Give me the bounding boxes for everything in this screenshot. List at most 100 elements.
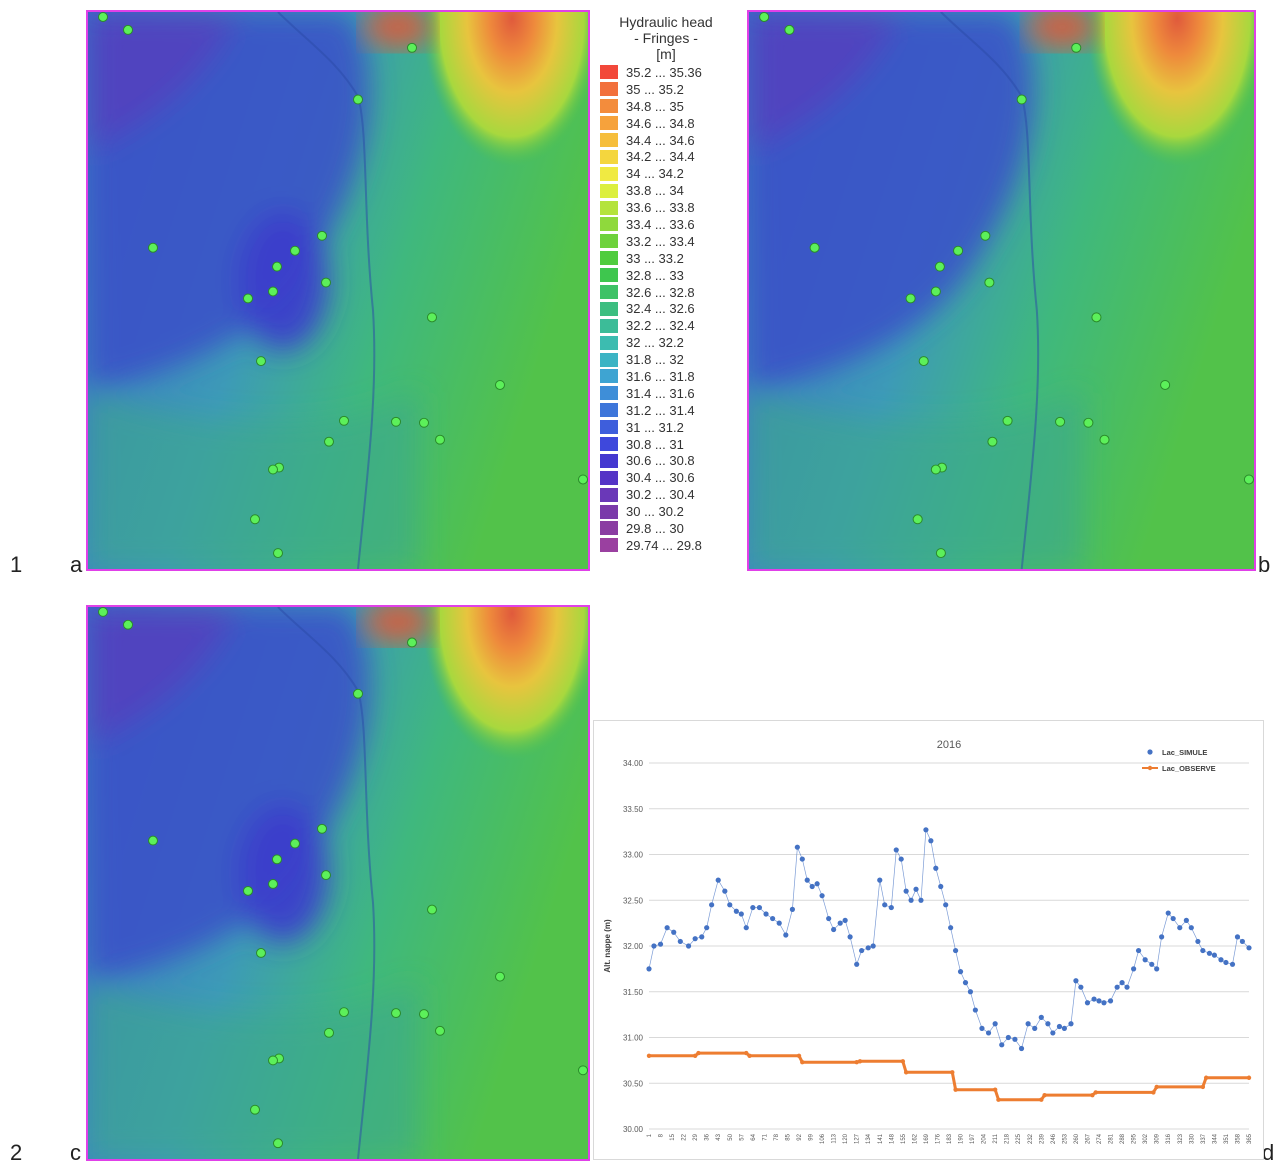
data-point-Lac_SIMULE (948, 925, 954, 931)
x-tick-label: 169 (924, 1133, 930, 1144)
panel-label-c: c (70, 1140, 81, 1165)
chart-panel-d: 2016 30.00 30.50 31.00 31.50 32.00 32.50 33.00 3… (593, 720, 1264, 1160)
x-tick-label: 351 (1224, 1133, 1230, 1144)
data-point-Lac_SIMULE (1135, 947, 1142, 954)
legend-label: 31.6 ... 31.8 (626, 368, 695, 384)
panel-label-a: a (70, 552, 83, 577)
data-point-Lac_SIMULE (783, 932, 789, 938)
observation-well-marker (250, 1104, 260, 1115)
observation-well-marker (1099, 434, 1110, 445)
data-point-Lac_SIMULE (1119, 980, 1125, 986)
legend-label: 30.8 ... 31 (626, 436, 684, 452)
data-point-Lac_SIMULE (992, 1021, 998, 1027)
data-point-Lac_SIMULE (972, 1007, 978, 1013)
x-tick-label: 120 (843, 1133, 849, 1144)
panel-label-b: b (1258, 552, 1271, 577)
data-point-Lac_SIMULE (651, 943, 657, 949)
data-point-Lac_SIMULE (819, 893, 825, 899)
observation-well-marker (435, 434, 445, 445)
map-fringe-layer (88, 607, 418, 1159)
legend-entry: 34.4 ... 34.6 (600, 132, 732, 149)
x-tick-label: 358 (1235, 1133, 1241, 1144)
observation-well-marker (1091, 312, 1102, 323)
x-tick-label: 113 (832, 1133, 838, 1143)
data-point-Lac_SIMULE (898, 856, 904, 862)
data-point-Lac_SIMULE (1073, 978, 1079, 984)
series-line-Lac_OBSERVE (649, 1051, 1249, 1102)
legend-entry: 34 ... 34.2 (600, 165, 732, 182)
data-point-Lac_SIMULE (1012, 1036, 1018, 1042)
observation-well-marker (935, 548, 946, 559)
legend-entry: 32.8 ... 33 (600, 267, 732, 284)
legend-label: 31.8 ... 32 (626, 352, 684, 368)
legend-label: 32.6 ... 32.8 (626, 284, 695, 300)
legend-label: 34 ... 34.2 (626, 166, 684, 182)
data-point-Lac_SIMULE (1223, 959, 1229, 966)
observation-well-marker (317, 230, 327, 241)
data-point-Lac_OBSERVE (744, 1050, 749, 1056)
data-point-Lac_SIMULE (756, 904, 763, 911)
legend-entry: 32 ... 32.2 (600, 334, 732, 351)
data-point-Lac_SIMULE (865, 945, 871, 951)
observation-well-marker (578, 1065, 588, 1076)
data-point-Lac_SIMULE (1229, 961, 1236, 967)
data-point-Lac_SIMULE (1234, 934, 1241, 940)
data-point-Lac_SIMULE (776, 920, 782, 926)
data-point-Lac_OBSERVE (996, 1097, 1001, 1102)
data-point-Lac_SIMULE (685, 943, 692, 949)
data-point-Lac_SIMULE (809, 883, 815, 890)
legend-label: 33 ... 33.2 (626, 250, 684, 266)
legend-label: 35.2 ... 35.36 (626, 64, 702, 80)
legend-entry: 33.6 ... 33.8 (600, 199, 732, 216)
data-point-Lac_SIMULE (794, 844, 800, 850)
legend-title-line-3: [m] (656, 46, 676, 62)
data-point-Lac_SIMULE (677, 938, 683, 945)
data-point-Lac_SIMULE (826, 915, 832, 922)
legend-swatch (600, 251, 618, 266)
head-contour-map (88, 12, 588, 569)
data-point-Lac_SIMULE (814, 881, 820, 887)
observation-well-marker (984, 277, 995, 288)
data-point-Lac_SIMULE (1246, 945, 1252, 951)
legend-swatch (600, 504, 618, 519)
y-tick-label: 32.00 (623, 942, 644, 951)
legend-entry: 34.2 ... 34.4 (600, 148, 732, 165)
legend-entry: 31 ... 31.2 (600, 419, 732, 436)
x-tick-label: 204 (982, 1133, 988, 1144)
x-tick-label: 176 (935, 1133, 941, 1144)
observation-well-marker (759, 12, 770, 22)
data-point-Lac_SIMULE (1091, 996, 1097, 1002)
x-tick-label: 36 (705, 1133, 711, 1140)
x-tick-label: 127 (855, 1133, 861, 1144)
legend-label: 33.6 ... 33.8 (626, 200, 695, 216)
observation-well-marker (784, 24, 795, 35)
data-point-Lac_SIMULE (699, 934, 705, 940)
data-point-Lac_SIMULE (1101, 1000, 1107, 1006)
legend-entry: 35.2 ... 35.36 (600, 64, 732, 81)
y-tick-label: 34.00 (623, 759, 644, 768)
data-point-Lac_OBSERVE (747, 1053, 752, 1058)
data-point-Lac_SIMULE (1025, 1021, 1031, 1027)
legend-swatch (600, 234, 618, 249)
x-tick-label: 148 (889, 1133, 895, 1144)
legend-swatch (600, 82, 618, 97)
legend-swatch (600, 386, 618, 401)
x-tick-label: 246 (1051, 1133, 1057, 1144)
data-point-Lac_SIMULE (1107, 998, 1114, 1004)
data-point-Lac_SIMULE (1142, 957, 1148, 963)
observation-well-marker (272, 854, 282, 865)
observation-well-marker (268, 286, 278, 297)
observation-well-marker (427, 904, 437, 915)
legend-entry: 30 ... 30.2 (600, 503, 732, 520)
x-tick-label: 281 (1109, 1133, 1115, 1144)
legend-swatch (600, 352, 618, 367)
observation-well-marker (407, 42, 417, 53)
head-legend: Hydraulic head - Fringes - [m] 35.2 ... … (600, 14, 732, 554)
data-point-Lac_SIMULE (1018, 1045, 1025, 1052)
legend-swatch (600, 538, 618, 553)
x-tick-label: 155 (901, 1133, 907, 1144)
legend-marker (1147, 765, 1153, 771)
legend-swatch (600, 487, 618, 502)
observation-well-marker (1083, 417, 1094, 428)
data-point-Lac_SIMULE (1206, 950, 1213, 956)
